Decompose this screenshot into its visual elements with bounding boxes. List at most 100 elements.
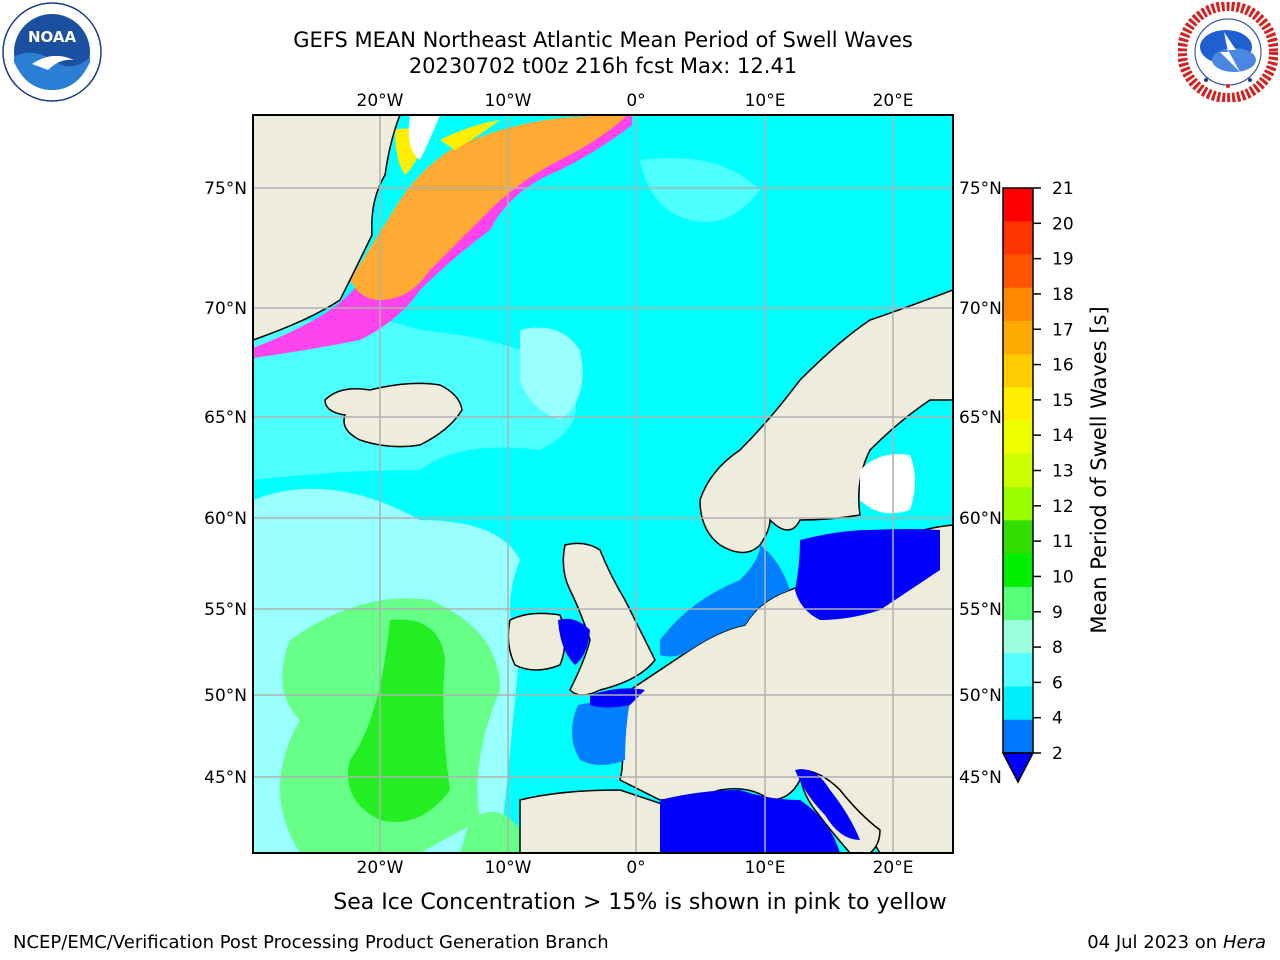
colorbar-band — [1003, 553, 1033, 588]
colorbar-extend-triangle — [1001, 752, 1035, 784]
lon-label: 0° — [626, 91, 645, 111]
sea-ice-orange — [350, 115, 628, 300]
colorbar-tick-label: 10 — [1052, 567, 1074, 587]
lon-label: 20°E — [873, 858, 914, 878]
colorbar — [1003, 188, 1033, 754]
swell-11-12-region — [348, 619, 450, 822]
colorbar-ticks: 21 20 19 18 17 16 15 14 13 12 11 10 9 8 6 4 2 — [1033, 179, 1074, 764]
lat-label: 75°N — [204, 179, 247, 199]
colorbar-tick-label: 14 — [1052, 426, 1074, 446]
lon-label: 20°W — [357, 858, 404, 878]
colorbar-tick-label: 12 — [1052, 497, 1074, 517]
swell-blob-north — [520, 327, 583, 420]
colorbar-tick-label: 15 — [1052, 391, 1074, 411]
colorbar-band — [1003, 320, 1033, 355]
sea-ice-note-text: Sea Ice Concentration > 15% is shown in … — [333, 890, 947, 915]
lon-label: 10°E — [745, 858, 786, 878]
land-finland-ice — [860, 454, 915, 514]
colorbar-band — [1003, 620, 1033, 654]
run-date-host: Hera — [1222, 932, 1266, 953]
lat-label: 60°N — [204, 509, 247, 529]
lon-label: 10°E — [745, 91, 786, 111]
lat-label: 65°N — [204, 408, 247, 428]
nws-logo — [1178, 2, 1278, 102]
colorbar-band — [1003, 420, 1033, 455]
colorbar-band — [1003, 254, 1033, 289]
colorbar-tick-label: 6 — [1052, 673, 1063, 693]
colorbar-tick-label: 11 — [1052, 532, 1074, 552]
run-date-prefix: 04 Jul 2023 on — [1087, 932, 1223, 953]
map-field — [253, 115, 953, 853]
credit-text: NCEP/EMC/Verification Post Processing Pr… — [13, 932, 609, 953]
colorbar-band — [1003, 487, 1033, 521]
colorbar-band — [1003, 453, 1033, 488]
lon-label: 10°W — [485, 858, 532, 878]
colorbar-band — [1003, 686, 1033, 721]
lat-label: 50°N — [959, 686, 1002, 706]
lat-label: 60°N — [959, 509, 1002, 529]
colorbar-tick-label: 21 — [1052, 179, 1074, 199]
lat-label: 45°N — [204, 768, 247, 788]
colorbar-tick-label: 4 — [1052, 709, 1063, 729]
run-date: 04 Jul 2023 on Hera — [1087, 932, 1266, 953]
land-ireland — [507, 612, 566, 671]
sea-ice-yellow-2 — [440, 120, 500, 150]
lat-labels-left: 75°N 70°N 65°N 60°N 55°N 50°N 45°N — [204, 179, 247, 788]
colorbar-band — [1003, 520, 1033, 555]
lon-label: 10°W — [485, 91, 532, 111]
colorbar-tick-label: 17 — [1052, 320, 1074, 340]
graticule — [253, 115, 953, 853]
land-iceland — [324, 382, 463, 448]
lon-labels-top: 20°W 10°W 0° 10°E 20°E — [357, 91, 914, 111]
colorbar-tick-label: 19 — [1052, 250, 1074, 270]
lon-label: 20°W — [357, 91, 404, 111]
lat-label: 45°N — [959, 768, 1002, 788]
colorbar-band — [1003, 653, 1033, 688]
lat-label: 50°N — [204, 686, 247, 706]
land-greenland — [253, 115, 401, 341]
sea-ice-note: Sea Ice Concentration > 15% is shown in … — [0, 890, 1280, 915]
colorbar-tick-label: 20 — [1052, 214, 1074, 234]
colorbar-tick-label: 2 — [1052, 744, 1063, 764]
lon-labels-bottom: 20°W 10°W 0° 10°E 20°E — [357, 858, 914, 878]
swell-blob-east — [640, 158, 760, 222]
lat-label: 70°N — [204, 299, 247, 319]
colorbar-tick-label: 16 — [1052, 356, 1074, 376]
swell-2-4-biscay — [571, 700, 630, 765]
colorbar-tick-label: 13 — [1052, 462, 1074, 482]
colorbar-title: Mean Period of Swell Waves [s] — [1087, 306, 1111, 633]
colorbar-tick-label: 18 — [1052, 285, 1074, 305]
noaa-logo-text: NOAA — [28, 28, 77, 46]
land-greenland-ice-gap — [408, 115, 440, 160]
colorbar-band — [1003, 354, 1033, 388]
colorbar-band — [1003, 287, 1033, 322]
colorbar-band — [1003, 586, 1033, 621]
chart-title: GEFS MEAN Northeast Atlantic Mean Period… — [293, 28, 913, 52]
lat-label: 55°N — [959, 600, 1002, 620]
lat-label: 75°N — [959, 179, 1002, 199]
lat-label: 65°N — [959, 408, 1002, 428]
colorbar-tick-label: 8 — [1052, 638, 1063, 658]
map-frame — [252, 114, 954, 854]
lat-labels-right: 75°N 70°N 65°N 60°N 55°N 50°N 45°N — [959, 179, 1002, 788]
swell-2-4-adriatic — [795, 769, 860, 840]
lon-label: 0° — [626, 858, 645, 878]
swell-2-4-med — [660, 790, 840, 853]
colorbar-band — [1003, 387, 1033, 422]
colorbar-band — [1003, 221, 1033, 255]
colorbar-tick-label: 9 — [1052, 603, 1063, 623]
swell-2-4-north-sea — [660, 545, 790, 657]
swell-2-4-baltic — [795, 529, 940, 620]
lon-label: 20°E — [873, 91, 914, 111]
lat-label: 70°N — [959, 299, 1002, 319]
colorbar-band — [1003, 188, 1033, 222]
chart-subtitle: 20230702 t00z 216h fcst Max: 12.41 — [408, 54, 798, 78]
land-scandinavia — [699, 289, 953, 554]
swell-2-4-channel — [590, 688, 645, 708]
land-britain — [562, 542, 656, 696]
noaa-logo: NOAA — [2, 2, 102, 102]
swell-2-4-irish-sea — [558, 618, 590, 665]
colorbar-band — [1003, 719, 1033, 754]
lat-label: 55°N — [204, 600, 247, 620]
